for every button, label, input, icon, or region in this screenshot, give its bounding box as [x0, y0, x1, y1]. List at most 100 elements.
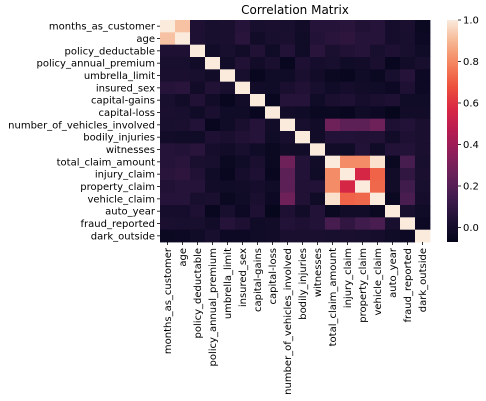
- heatmap-cell: [415, 20, 431, 33]
- heatmap-cell: [355, 192, 371, 206]
- y-tick-label: property_claim: [80, 182, 155, 193]
- colorbar-gradient: [447, 20, 458, 242]
- heatmap-cell: [220, 94, 236, 107]
- heatmap-cell: [415, 106, 431, 120]
- heatmap-cell: [190, 192, 206, 206]
- heatmap-cell: [280, 229, 296, 243]
- heatmap-cell: [355, 94, 371, 107]
- heatmap-cell: [310, 69, 326, 83]
- heatmap-cell: [220, 229, 236, 243]
- heatmap-cell: [160, 192, 176, 206]
- heatmap-cell: [370, 180, 386, 194]
- heatmap-cell: [325, 229, 341, 243]
- heatmap-cell: [175, 57, 191, 70]
- heatmap-cell: [370, 192, 386, 206]
- heatmap-cell: [220, 205, 236, 218]
- heatmap-cell: [265, 106, 281, 120]
- heatmap-cell: [340, 106, 356, 120]
- heatmap-cell: [220, 118, 236, 132]
- heatmap-cell: [235, 118, 251, 132]
- heatmap-cell: [190, 205, 206, 218]
- heatmap-cell: [340, 143, 356, 157]
- heatmap-cell: [370, 94, 386, 107]
- heatmap-cell: [280, 192, 296, 206]
- heatmap-cell: [175, 118, 191, 132]
- heatmap-cell: [295, 217, 311, 231]
- heatmap-cell: [265, 143, 281, 157]
- y-tick-label: fraud_reported: [81, 219, 156, 230]
- heatmap-cell: [370, 32, 386, 46]
- heatmap-cell: [190, 32, 206, 46]
- heatmap-cell: [310, 205, 326, 218]
- heatmap-cell: [340, 69, 356, 83]
- heatmap-cell: [325, 143, 341, 157]
- heatmap-cell: [265, 44, 281, 58]
- heatmap-cell: [385, 44, 401, 58]
- heatmap-cell: [400, 69, 416, 83]
- y-tick-label: age: [136, 34, 155, 45]
- heatmap-cell: [175, 131, 191, 144]
- heatmap-cell: [205, 155, 221, 169]
- heatmap-cell: [370, 143, 386, 157]
- colorbar-tick-label: 0.2: [463, 181, 479, 192]
- heatmap-cell: [355, 131, 371, 144]
- heatmap-cell: [370, 118, 386, 132]
- heatmap-cell: [325, 180, 341, 194]
- heatmap-cell: [175, 69, 191, 83]
- heatmap-cell: [385, 155, 401, 169]
- heatmap-cell: [310, 94, 326, 107]
- heatmap-cell: [175, 143, 191, 157]
- heatmap-cell: [220, 57, 236, 70]
- heatmap-cell: [370, 205, 386, 218]
- heatmap-cell: [175, 81, 191, 95]
- heatmap-cell: [220, 155, 236, 169]
- heatmap-cell: [160, 57, 176, 70]
- heatmap-cell: [415, 44, 431, 58]
- heatmap-cell: [190, 44, 206, 58]
- heatmap-cell: [220, 44, 236, 58]
- heatmap-cell: [220, 217, 236, 231]
- heatmap-cell: [175, 94, 191, 107]
- colorbar-tick-label: 0.6: [463, 98, 479, 109]
- x-tick-label: property_claim: [358, 248, 369, 323]
- heatmap-cell: [235, 229, 251, 243]
- y-tick-label: policy_deductable: [65, 46, 155, 57]
- heatmap-cell: [310, 57, 326, 70]
- heatmap-cells: [160, 20, 431, 243]
- heatmap-cell: [265, 20, 281, 33]
- heatmap-cell: [385, 69, 401, 83]
- y-tick-label: policy_annual_premium: [37, 59, 155, 70]
- heatmap-cell: [205, 106, 221, 120]
- heatmap-cell: [340, 32, 356, 46]
- heatmap-cell: [175, 217, 191, 231]
- heatmap-cell: [160, 217, 176, 231]
- heatmap-cell: [235, 217, 251, 231]
- heatmap-cell: [175, 32, 191, 46]
- heatmap-cell: [295, 229, 311, 243]
- heatmap-cell: [415, 205, 431, 218]
- heatmap-cell: [415, 180, 431, 194]
- heatmap-cell: [280, 205, 296, 218]
- heatmap-cell: [280, 118, 296, 132]
- heatmap-cell: [370, 57, 386, 70]
- heatmap-cell: [190, 155, 206, 169]
- heatmap-cell: [295, 32, 311, 46]
- heatmap-cell: [265, 205, 281, 218]
- heatmap-cell: [250, 118, 266, 132]
- heatmap-cell: [385, 217, 401, 231]
- heatmap-cell: [160, 180, 176, 194]
- heatmap-cell: [355, 32, 371, 46]
- heatmap-cell: [250, 69, 266, 83]
- heatmap-cell: [355, 81, 371, 95]
- heatmap-cell: [190, 143, 206, 157]
- heatmap-cell: [325, 217, 341, 231]
- heatmap-cell: [355, 180, 371, 194]
- heatmap-cell: [160, 106, 176, 120]
- heatmap-cell: [220, 180, 236, 194]
- heatmap-cell: [160, 168, 176, 181]
- heatmap-cell: [325, 44, 341, 58]
- heatmap-cell: [400, 131, 416, 144]
- heatmap-cell: [280, 168, 296, 181]
- heatmap-cell: [325, 205, 341, 218]
- heatmap-cell: [190, 229, 206, 243]
